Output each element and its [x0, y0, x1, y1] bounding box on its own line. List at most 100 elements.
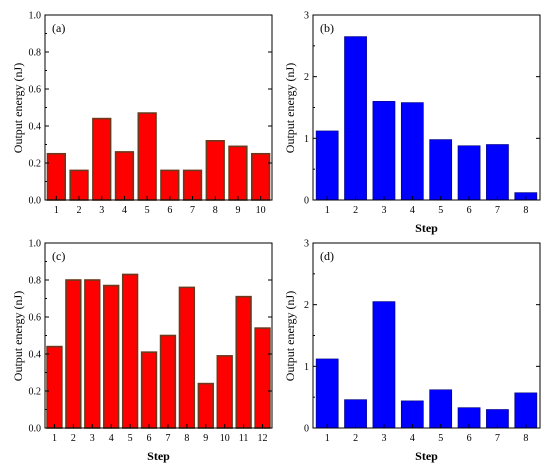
- chart-panel: 0 1 2 3 1 2 3 4 5 6 7 8 Step Output energy (nJ) (d): [283, 239, 541, 463]
- bar: [84, 279, 101, 429]
- y-tick-label: 1: [304, 362, 309, 373]
- bar: [254, 327, 271, 429]
- x-tick-label: 4: [109, 433, 114, 444]
- y-tick-label: 0.8: [29, 48, 42, 59]
- x-tick-label: 2: [77, 205, 82, 216]
- y-tick-label: 0.0: [29, 196, 42, 207]
- y-axis-title: Output energy (nJ): [283, 291, 297, 381]
- x-axis-title: Step: [415, 449, 438, 463]
- x-tick-label: 9: [235, 205, 240, 216]
- x-axis-title: Step: [147, 449, 170, 463]
- y-tick-label: 0.2: [29, 387, 42, 398]
- bar: [315, 358, 339, 429]
- y-tick-label: 1.0: [29, 11, 42, 22]
- bar: [216, 355, 233, 429]
- chart-panel: 0.00.20.40.60.81.01 2 3 4 5 6 7 8 9 10 11 12StepOut…: [11, 239, 273, 463]
- x-tick-label: 3: [99, 205, 104, 216]
- y-tick-label: 0.2: [29, 159, 42, 170]
- x-tick-label: 5: [438, 433, 443, 444]
- x-tick-label: 4: [122, 205, 127, 216]
- bar: [137, 112, 157, 201]
- y-tick-label: 2: [304, 300, 309, 311]
- bar: [400, 400, 424, 429]
- x-tick-label: 3: [90, 433, 95, 444]
- x-tick-label: 7: [495, 205, 500, 216]
- bar: [205, 140, 225, 201]
- bar: [160, 169, 180, 201]
- x-axis-title: Step: [415, 221, 438, 235]
- x-tick-label: 7: [495, 433, 500, 444]
- y-axis-title: Output energy (nJ): [283, 63, 297, 153]
- panel-label: (b): [320, 21, 334, 35]
- bar: [178, 286, 196, 429]
- y-tick-label: 0: [304, 196, 309, 207]
- x-tick-label: 4: [410, 433, 415, 444]
- x-tick-label: 2: [353, 433, 358, 444]
- bar: [429, 389, 453, 429]
- y-tick-label: 0.4: [29, 122, 42, 133]
- y-tick-label: 0.4: [29, 350, 42, 361]
- y-tick-label: 3: [304, 11, 309, 22]
- x-tick-label: 1: [325, 433, 330, 444]
- chart-panel: 0.0 0.2 0.4 0.6 0.8 1.0 1 2 3 4 5 6 7 8 9 10 Output ener…: [11, 11, 273, 216]
- bar: [372, 101, 396, 201]
- bar: [197, 382, 214, 429]
- bar: [140, 351, 158, 429]
- y-tick-label: 0.0: [29, 424, 42, 435]
- bar: [103, 284, 120, 429]
- x-tick-label: 10: [256, 205, 266, 216]
- bar: [235, 295, 252, 429]
- x-tick-label: 1: [54, 205, 59, 216]
- bar: [400, 102, 424, 201]
- x-tick-label: 7: [165, 433, 170, 444]
- x-tick-label: 6: [467, 433, 472, 444]
- y-axis-title: Output energy (nJ): [11, 291, 25, 381]
- x-tick-label: 6: [147, 433, 152, 444]
- x-tick-label: 1: [52, 433, 57, 444]
- y-tick-label: 1: [304, 134, 309, 145]
- y-tick-label: 2: [304, 72, 309, 83]
- bar: [228, 145, 248, 201]
- x-tick-label: 8: [213, 205, 218, 216]
- x-tick-label: 2: [353, 205, 358, 216]
- x-tick-label: 5: [128, 433, 133, 444]
- bar: [344, 399, 367, 429]
- x-tick-label: 3: [381, 433, 386, 444]
- y-tick-label: 0.6: [29, 85, 42, 96]
- bar: [514, 392, 538, 429]
- y-tick-label: 3: [304, 239, 309, 250]
- y-axis-title: Output energy (nJ): [11, 63, 25, 153]
- x-tick-label: 1: [325, 205, 330, 216]
- x-tick-label: 2: [71, 433, 76, 444]
- bar: [46, 152, 67, 201]
- bar: [429, 139, 453, 201]
- x-tick-label: 5: [145, 205, 150, 216]
- x-tick-label: 4: [410, 205, 415, 216]
- chart-panel: 0 1 2 3 1 2 3 4 5 6 7 8 Step Output energy (nJ) (b): [283, 11, 541, 235]
- panel-label: (a): [52, 21, 65, 35]
- y-tick-label: 0.8: [29, 276, 42, 287]
- x-tick-label: 10: [220, 433, 230, 444]
- bar: [250, 152, 271, 201]
- bar: [159, 334, 177, 429]
- panel-label: (c): [52, 249, 65, 263]
- x-tick-label: 8: [184, 433, 189, 444]
- bar: [121, 273, 139, 429]
- bar: [65, 279, 82, 429]
- bar: [372, 301, 396, 429]
- y-tick-label: 0: [304, 424, 309, 435]
- x-tick-label: 5: [438, 205, 443, 216]
- bar: [457, 145, 481, 201]
- x-tick-label: 6: [467, 205, 472, 216]
- x-tick-label: 6: [167, 205, 172, 216]
- bar: [92, 117, 112, 201]
- bar: [69, 169, 89, 201]
- panel-label: (d): [320, 249, 334, 263]
- x-tick-label: 8: [523, 205, 528, 216]
- bar: [315, 130, 339, 201]
- bar: [182, 169, 203, 201]
- x-tick-label: 8: [523, 433, 528, 444]
- bar: [344, 36, 367, 201]
- x-tick-label: 12: [258, 433, 268, 444]
